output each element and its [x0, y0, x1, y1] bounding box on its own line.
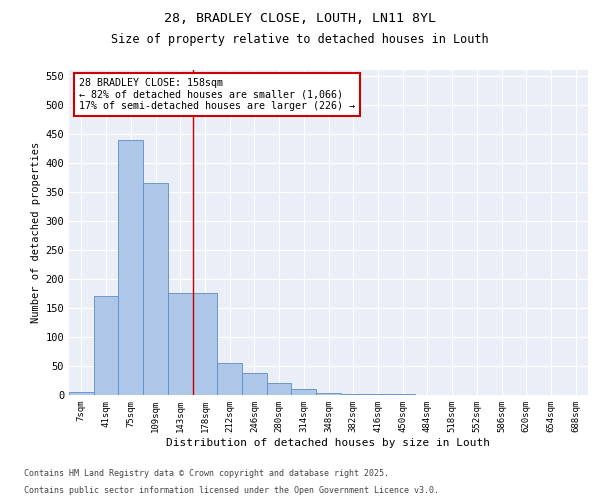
Text: 28 BRADLEY CLOSE: 158sqm
← 82% of detached houses are smaller (1,066)
17% of sem: 28 BRADLEY CLOSE: 158sqm ← 82% of detach…	[79, 78, 355, 112]
Bar	[316, 392, 341, 395]
Bar	[390, 394, 415, 395]
Text: 28, BRADLEY CLOSE, LOUTH, LN11 8YL: 28, BRADLEY CLOSE, LOUTH, LN11 8YL	[164, 12, 436, 26]
Bar	[365, 394, 390, 395]
Bar	[267, 384, 292, 395]
Bar	[118, 140, 143, 395]
Y-axis label: Number of detached properties: Number of detached properties	[31, 142, 41, 323]
Bar	[217, 363, 242, 395]
Bar	[94, 296, 118, 395]
X-axis label: Distribution of detached houses by size in Louth: Distribution of detached houses by size …	[167, 438, 491, 448]
Text: Contains HM Land Registry data © Crown copyright and database right 2025.: Contains HM Land Registry data © Crown c…	[24, 468, 389, 477]
Text: Contains public sector information licensed under the Open Government Licence v3: Contains public sector information licen…	[24, 486, 439, 495]
Bar	[143, 183, 168, 395]
Bar	[193, 294, 217, 395]
Bar	[341, 394, 365, 395]
Bar	[242, 373, 267, 395]
Bar	[168, 294, 193, 395]
Bar	[69, 392, 94, 395]
Bar	[292, 389, 316, 395]
Text: Size of property relative to detached houses in Louth: Size of property relative to detached ho…	[111, 32, 489, 46]
